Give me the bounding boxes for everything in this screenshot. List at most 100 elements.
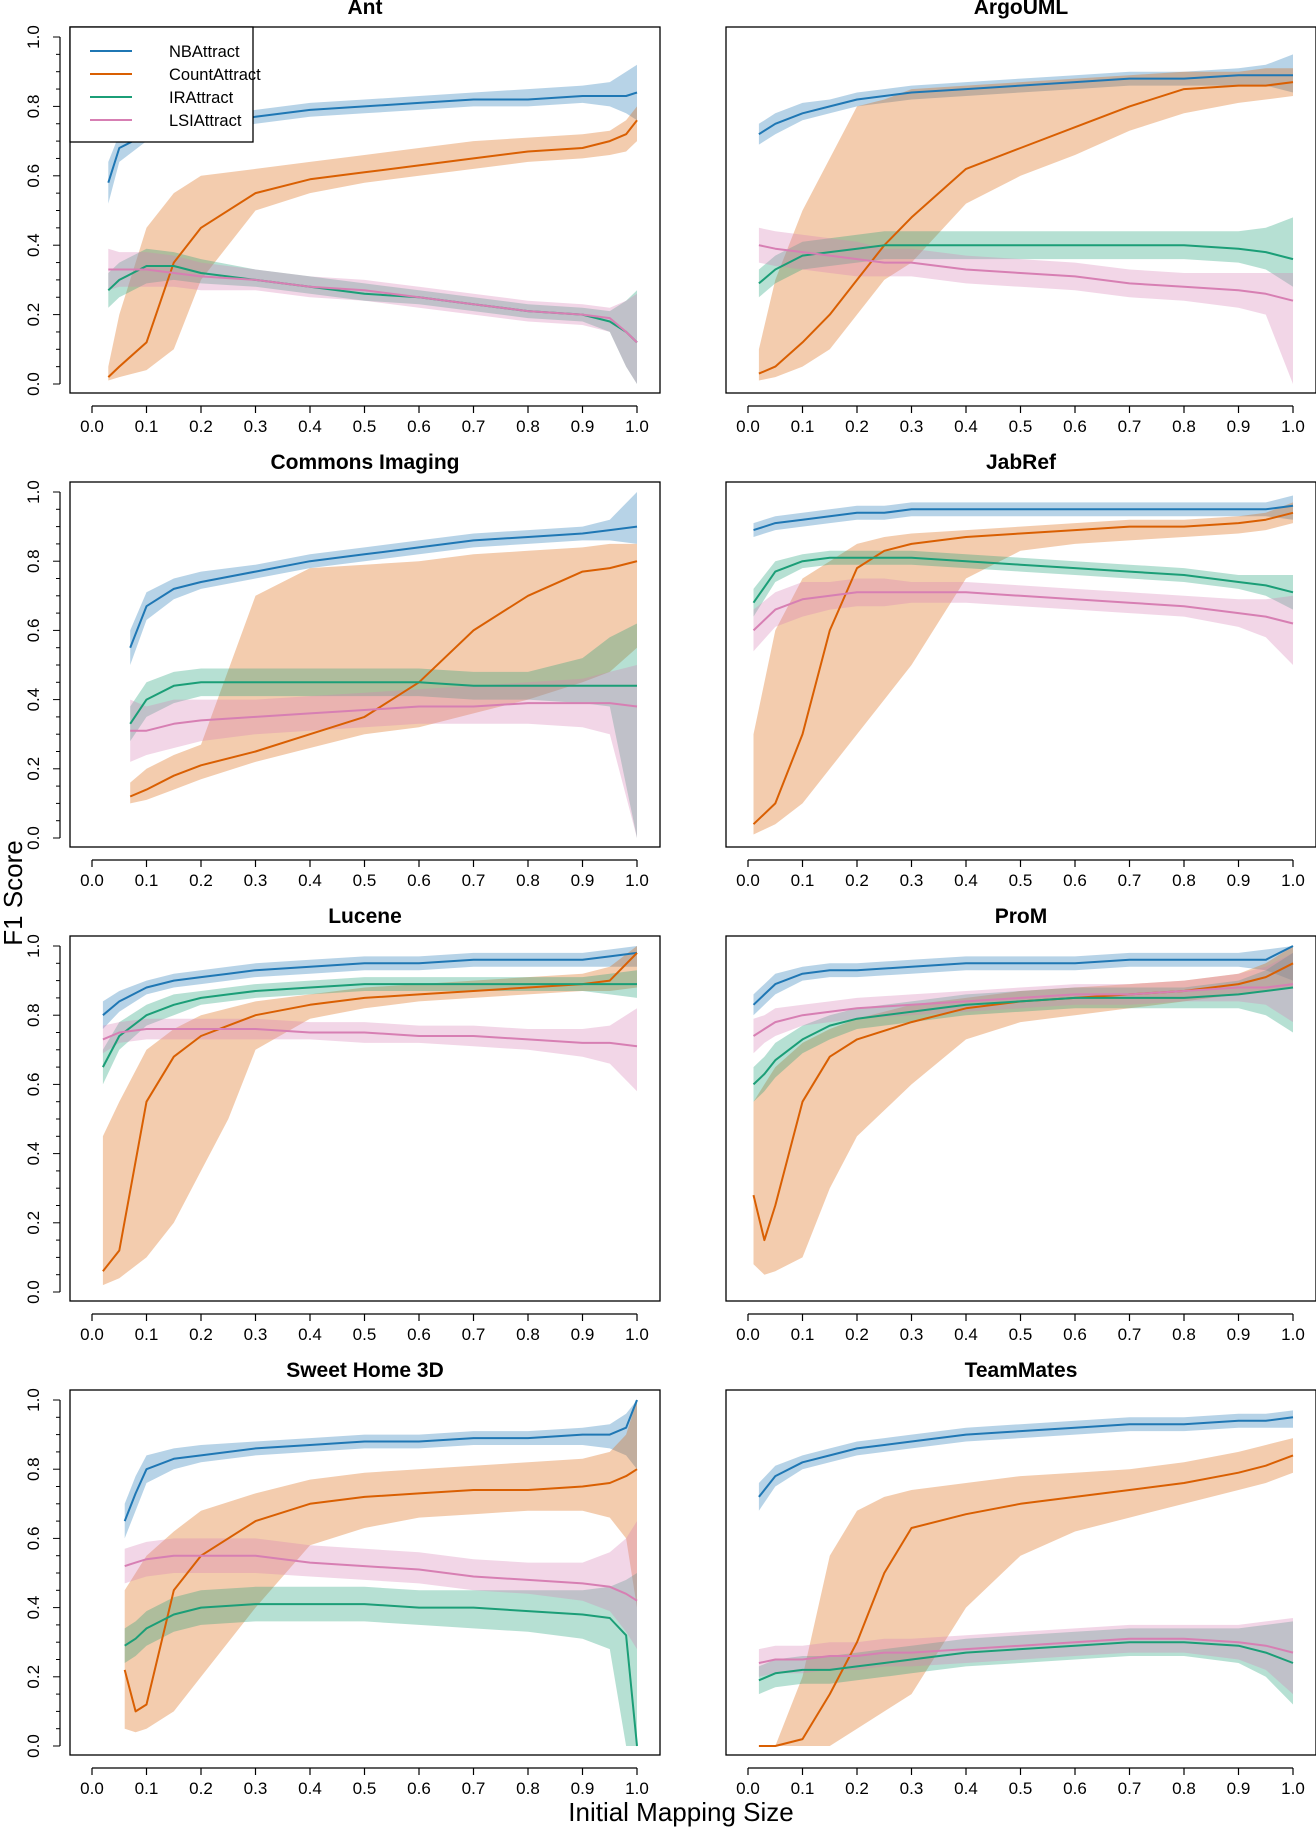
x-tick-label: 0.3 bbox=[900, 871, 924, 890]
x-tick-label: 0.7 bbox=[462, 1779, 486, 1798]
legend-label-lsiattract: LSIAttract bbox=[169, 112, 242, 130]
panel-sweet-home-3d: Sweet Home 3D 0.0 0.1 0.2 0.3 0.4 0.5 0.6 0.7 0.8… bbox=[24, 1359, 661, 1798]
x-axis: 0.0 0.1 0.2 0.3 0.4 0.5 0.6 0.7 0.8 0.9 1.0 bbox=[80, 1767, 649, 1798]
line-irattract bbox=[129, 681, 637, 725]
x-tick-label: 0.5 bbox=[1009, 871, 1033, 890]
y-tick-label: 1.0 bbox=[24, 1388, 43, 1412]
y-tick-label: 0.6 bbox=[24, 1527, 43, 1551]
x-tick-label: 0.6 bbox=[407, 417, 431, 436]
band-lsiattract bbox=[108, 248, 638, 384]
x-tick-label: 0.0 bbox=[80, 871, 104, 890]
line-nbattract bbox=[753, 504, 1294, 532]
y-tick-label: 0.8 bbox=[24, 549, 43, 573]
x-tick-label: 0.8 bbox=[516, 1325, 540, 1344]
x-tick-label: 0.0 bbox=[736, 1779, 760, 1798]
x-tick-label: 0.9 bbox=[1227, 871, 1251, 890]
panel-prom: ProM 0.0 0.1 0.2 0.3 0.4 0.5 0.6 0.7 0.8 0.9 1.0 bbox=[725, 905, 1316, 1344]
line-countattract bbox=[129, 560, 638, 798]
panel-title: JabRef bbox=[986, 451, 1057, 474]
y-tick-label: 0.4 bbox=[24, 233, 43, 257]
x-tick-label: 0.9 bbox=[1227, 1779, 1251, 1798]
y-tick-label: 0.2 bbox=[24, 1665, 43, 1689]
plot-frame bbox=[725, 1389, 1316, 1756]
y-tick-label: 0.6 bbox=[24, 619, 43, 643]
panel-title: TeamMates bbox=[965, 1359, 1078, 1382]
line-nbattract bbox=[129, 525, 638, 649]
x-axis: 0.0 0.1 0.2 0.3 0.4 0.5 0.6 0.7 0.8 0.9 1.0 bbox=[80, 1313, 649, 1344]
band-irattract bbox=[124, 1573, 637, 1746]
x-axis: 0.0 0.1 0.2 0.3 0.4 0.5 0.6 0.7 0.8 0.9 1.0 bbox=[736, 405, 1305, 436]
x-tick-label: 0.0 bbox=[736, 871, 760, 890]
x-tick-label: 0.1 bbox=[791, 1779, 815, 1798]
y-tick-label: 1.0 bbox=[24, 25, 43, 49]
x-axis: 0.0 0.1 0.2 0.3 0.4 0.5 0.6 0.7 0.8 0.9 1.0 bbox=[80, 405, 649, 436]
x-tick-label: 0.1 bbox=[791, 1325, 815, 1344]
x-tick-label: 0.8 bbox=[516, 871, 540, 890]
y-axis: 0.0 0.2 0.4 0.6 0.8 1.0 bbox=[24, 1388, 61, 1758]
line-countattract bbox=[758, 1454, 1294, 1747]
x-tick-label: 0.1 bbox=[791, 417, 815, 436]
x-tick-label: 1.0 bbox=[1281, 871, 1305, 890]
y-tick-label: 0.0 bbox=[24, 1280, 43, 1304]
x-tick-label: 0.8 bbox=[1172, 1325, 1196, 1344]
x-tick-label: 0.9 bbox=[1227, 417, 1251, 436]
band-nbattract bbox=[130, 492, 637, 665]
x-tick-label: 0.2 bbox=[845, 871, 869, 890]
x-tick-label: 1.0 bbox=[1281, 1325, 1305, 1344]
x-tick-label: 0.3 bbox=[900, 1325, 924, 1344]
x-axis: 0.0 0.1 0.2 0.3 0.4 0.5 0.6 0.7 0.8 0.9 1.0 bbox=[80, 859, 649, 890]
x-tick-label: 0.6 bbox=[1063, 1779, 1087, 1798]
line-irattract bbox=[124, 1603, 638, 1747]
x-tick-label: 0.7 bbox=[1118, 417, 1142, 436]
line-nbattract bbox=[123, 1399, 638, 1522]
confidence-bands bbox=[753, 495, 1293, 835]
y-tick-label: 0.4 bbox=[24, 688, 43, 712]
line-lsiattract bbox=[130, 702, 638, 732]
y-axis: 0.0 0.2 0.4 0.6 0.8 1.0 bbox=[24, 25, 61, 396]
x-tick-label: 0.8 bbox=[1172, 1779, 1196, 1798]
line-irattract bbox=[102, 983, 637, 1068]
x-tick-label: 0.0 bbox=[80, 1779, 104, 1798]
series-lines bbox=[758, 1416, 1294, 1747]
band-countattract bbox=[758, 68, 1293, 381]
x-tick-label: 0.7 bbox=[462, 871, 486, 890]
x-tick-label: 0.3 bbox=[244, 417, 268, 436]
x-tick-label: 0.8 bbox=[516, 1779, 540, 1798]
x-tick-label: 0.7 bbox=[1118, 871, 1142, 890]
x-tick-label: 0.4 bbox=[954, 871, 978, 890]
series-lines bbox=[102, 951, 638, 1272]
panel-title: Ant bbox=[348, 0, 383, 19]
x-tick-label: 1.0 bbox=[625, 1779, 649, 1798]
x-tick-label: 0.5 bbox=[353, 1325, 377, 1344]
x-tick-label: 0.7 bbox=[1118, 1779, 1142, 1798]
series-lines bbox=[752, 504, 1294, 825]
x-tick-label: 1.0 bbox=[625, 871, 649, 890]
x-tick-label: 0.0 bbox=[736, 417, 760, 436]
y-tick-label: 1.0 bbox=[24, 934, 43, 958]
series-lines bbox=[758, 74, 1294, 375]
x-tick-label: 0.6 bbox=[1063, 1325, 1087, 1344]
x-tick-label: 0.2 bbox=[189, 1779, 213, 1798]
x-tick-label: 0.6 bbox=[1063, 871, 1087, 890]
y-tick-label: 0.6 bbox=[24, 164, 43, 188]
y-tick-label: 1.0 bbox=[24, 480, 43, 504]
band-countattract bbox=[130, 543, 637, 804]
line-countattract bbox=[107, 119, 638, 378]
y-axis-label: F1 Score bbox=[0, 840, 28, 946]
x-tick-label: 0.1 bbox=[135, 1325, 159, 1344]
line-irattract bbox=[752, 556, 1294, 604]
x-tick-label: 0.3 bbox=[244, 1779, 268, 1798]
line-irattract bbox=[107, 265, 638, 344]
legend-label-countattract: CountAttract bbox=[169, 66, 261, 84]
band-countattract bbox=[753, 946, 1293, 1275]
x-tick-label: 0.7 bbox=[462, 417, 486, 436]
x-tick-label: 0.6 bbox=[1063, 417, 1087, 436]
line-nbattract bbox=[102, 951, 638, 1016]
series-lines bbox=[123, 1399, 638, 1747]
plot-frame bbox=[69, 26, 661, 394]
x-tick-label: 0.4 bbox=[954, 1325, 978, 1344]
x-tick-label: 0.3 bbox=[900, 417, 924, 436]
plot-frame bbox=[69, 1389, 661, 1756]
